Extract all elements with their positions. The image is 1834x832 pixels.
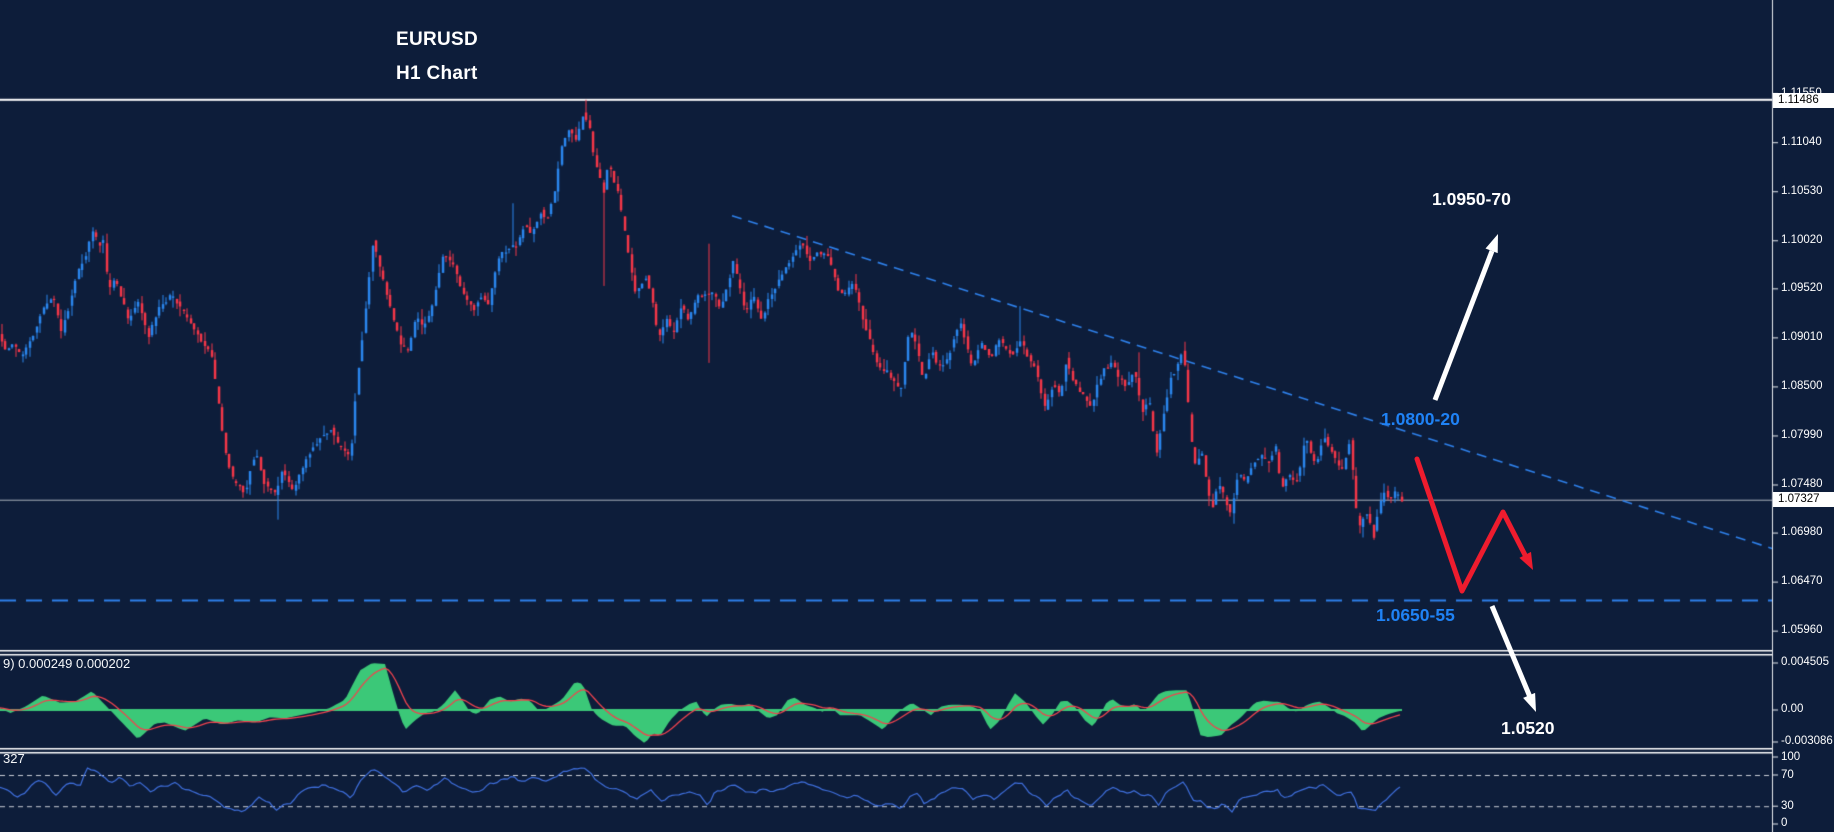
axis-tick-label: 1.10020 [1781,233,1823,246]
axis-tick-label: 1.10530 [1781,184,1823,197]
axis-tick-label: 1.07990 [1781,428,1823,441]
axis-tick-label: 70 [1781,769,1794,781]
axis-tick-label: 0 [1781,816,1788,829]
current-price-marker: 1.07327 [1773,492,1834,508]
axis-tick-label: 1.05960 [1781,624,1823,637]
axis-tick-label: -0.003086 [1781,735,1833,747]
axis-tick-label: 1.06980 [1781,526,1823,539]
timeframe-title: H1 Chart [396,63,478,84]
annotation-target-down: 1.0520 [1501,718,1555,738]
symbol-title: EURUSD [396,29,479,50]
high-price-marker: 1.11486 [1773,92,1834,108]
axis-tick-label: 1.09520 [1781,281,1823,294]
macd-indicator-label: 9) 0.000249 0.000202 [3,656,131,671]
axis-tick-label: 1.08500 [1781,379,1823,392]
annotation-support: 1.0650-55 [1376,605,1455,625]
axis-tick-label: 30 [1781,800,1794,813]
axis-tick-label: 0.004505 [1781,655,1829,668]
axis-tick-label: 0.00 [1781,703,1804,715]
axis-tick-label: 1.06470 [1781,575,1823,588]
axis-tick-label: 100 [1781,750,1801,763]
annotation-target-up: 1.0950-70 [1432,189,1511,209]
rsi-indicator-label: 327 [3,751,25,766]
axis-tick-label: 1.09010 [1781,330,1823,343]
axis-tick-label: 1.07480 [1781,477,1823,490]
annotation-resistance: 1.0800-20 [1381,409,1460,429]
axis-tick-label: 1.11040 [1781,135,1822,148]
